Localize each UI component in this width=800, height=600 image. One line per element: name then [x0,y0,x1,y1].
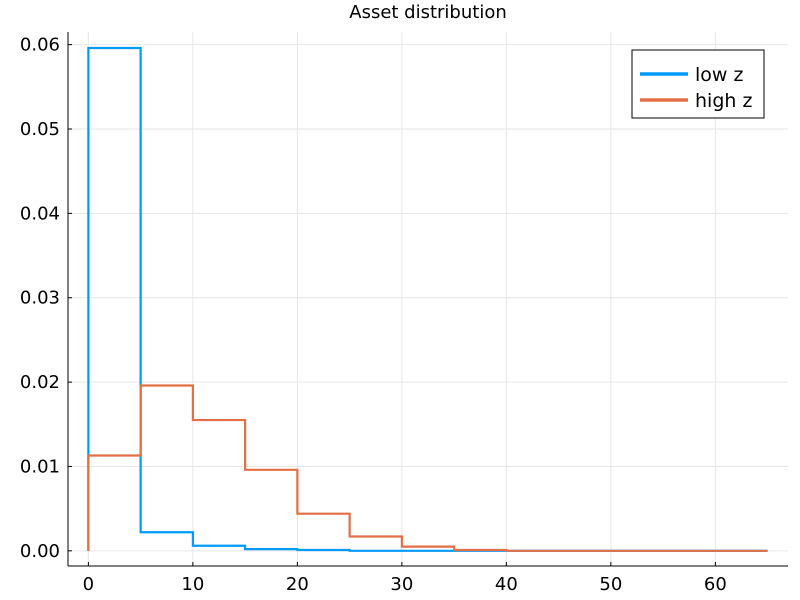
x-tick-label-5: 50 [599,574,622,595]
x-tick-label-2: 20 [286,574,309,595]
legend-label-low-z: low z [695,64,743,86]
y-tick-label-3: 0.03 [20,288,60,309]
axes: 0 10 20 30 40 50 60 0.00 0.01 0.02 0.03 0.04 0.05 0.0… [20,32,788,595]
y-tick-label-5: 0.05 [20,119,60,140]
grid [68,32,788,566]
series-line-high-z [87,384,768,552]
x-tick-label-6: 60 [704,574,727,595]
y-tick-label-4: 0.04 [20,203,60,224]
series-layer [87,46,768,552]
legend-label-high-z: high z [695,90,752,112]
y-tick-label-1: 0.01 [20,456,60,477]
x-tick-label-1: 10 [181,574,204,595]
x-tick-label-4: 40 [495,574,518,595]
y-tick-label-2: 0.02 [20,372,60,393]
y-tick-label-0: 0.00 [20,541,60,562]
legend-box [631,49,765,119]
x-tick-label-0: 0 [83,574,94,595]
x-tick-label-3: 30 [390,574,413,595]
y-tick-label-6: 0.06 [20,35,60,56]
series-line-low-z [87,46,768,552]
chart-title: Asset distribution [349,2,507,23]
legend: low z high z [631,49,765,119]
